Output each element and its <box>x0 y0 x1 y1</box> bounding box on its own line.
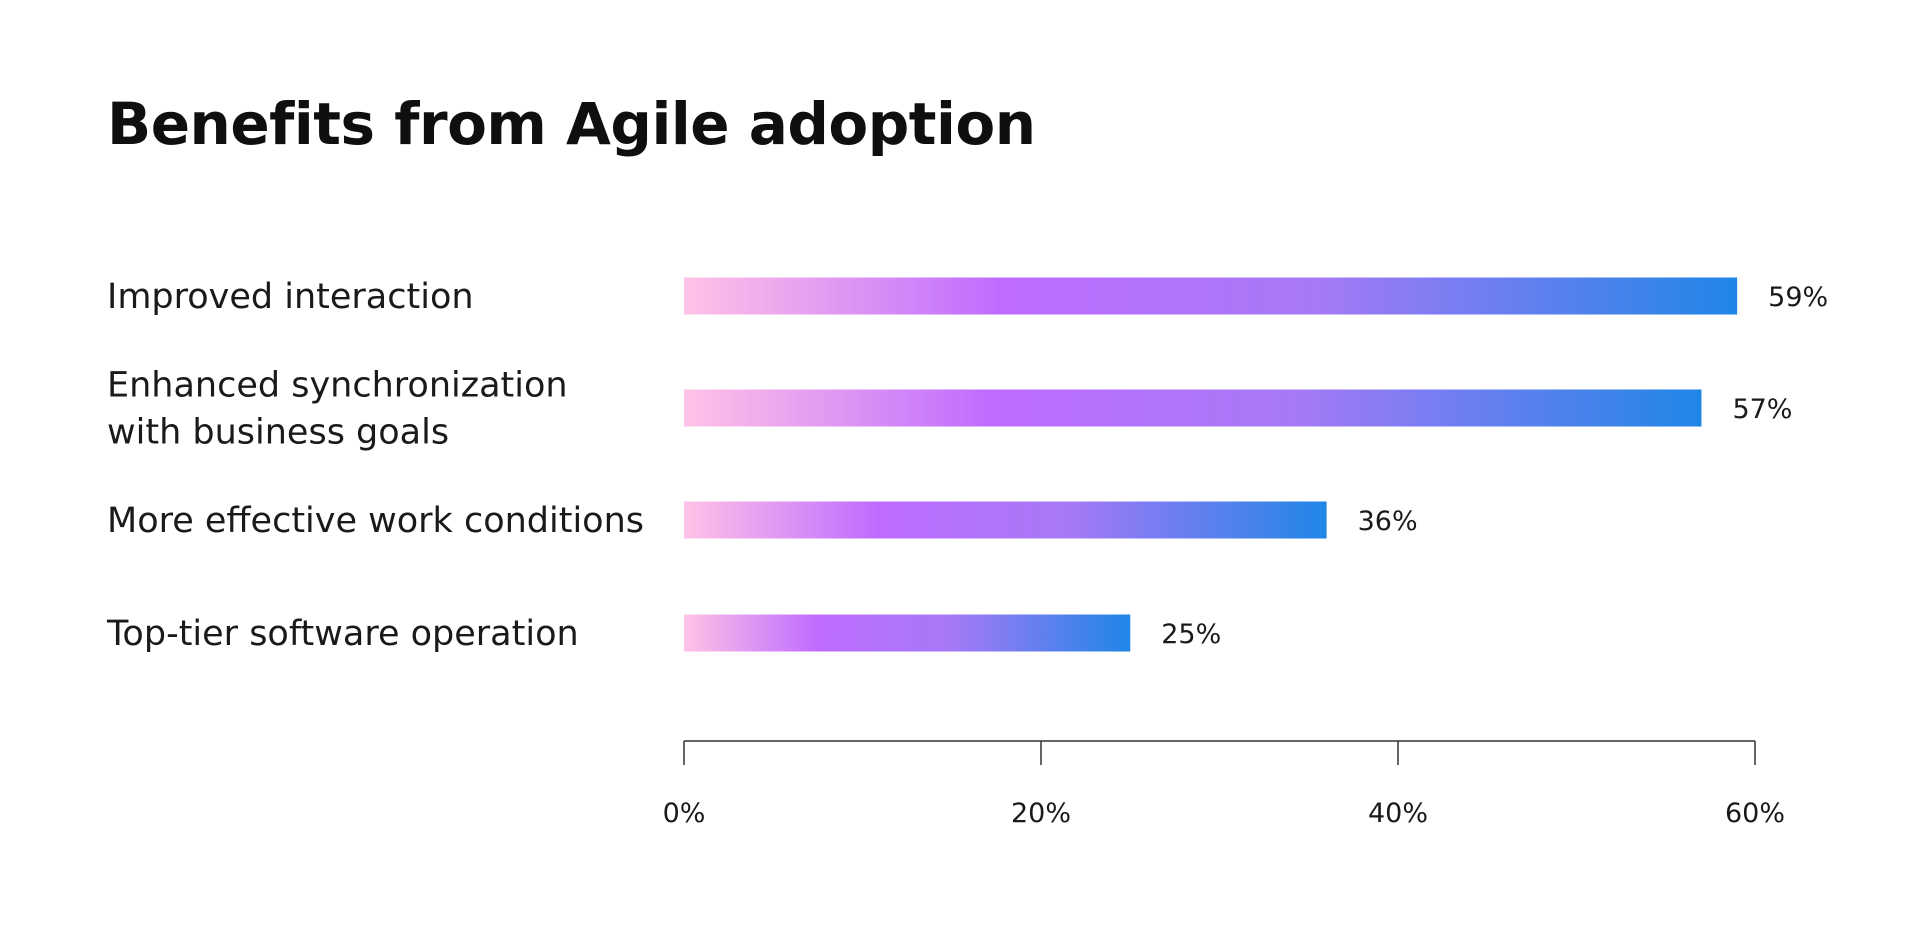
x-tick-label: 20% <box>1011 798 1071 829</box>
category-label: Enhanced synchronization with business go… <box>107 366 568 453</box>
value-label: 25% <box>1161 619 1221 650</box>
category-label-line: with business goals <box>107 413 449 453</box>
bar-3 <box>684 501 1327 539</box>
category-label: Improved interaction <box>107 277 474 317</box>
value-label: 57% <box>1732 394 1792 425</box>
category-label: More effective work conditions <box>107 501 644 541</box>
bar-2 <box>684 389 1702 427</box>
x-tick-label: 60% <box>1725 798 1785 829</box>
category-label-line: Improved interaction <box>107 277 474 317</box>
category-label-line: Top-tier software operation <box>106 614 579 654</box>
category-label-line: More effective work conditions <box>107 501 644 541</box>
chart-title: Benefits from Agile adoption <box>107 90 1036 158</box>
x-axis: 0% 20% 40% 60% <box>663 740 1785 829</box>
value-label: 59% <box>1768 282 1828 313</box>
x-tick-label: 0% <box>663 798 706 829</box>
bar-4 <box>684 614 1131 652</box>
x-tick-label: 40% <box>1368 798 1428 829</box>
category-label: Top-tier software operation <box>106 614 579 654</box>
bars-layer: Improved interaction 59% Enhanced synchron… <box>106 277 1828 654</box>
category-label-line: Enhanced synchronization <box>107 366 568 406</box>
value-label: 36% <box>1358 506 1418 537</box>
bar-1 <box>684 277 1738 315</box>
